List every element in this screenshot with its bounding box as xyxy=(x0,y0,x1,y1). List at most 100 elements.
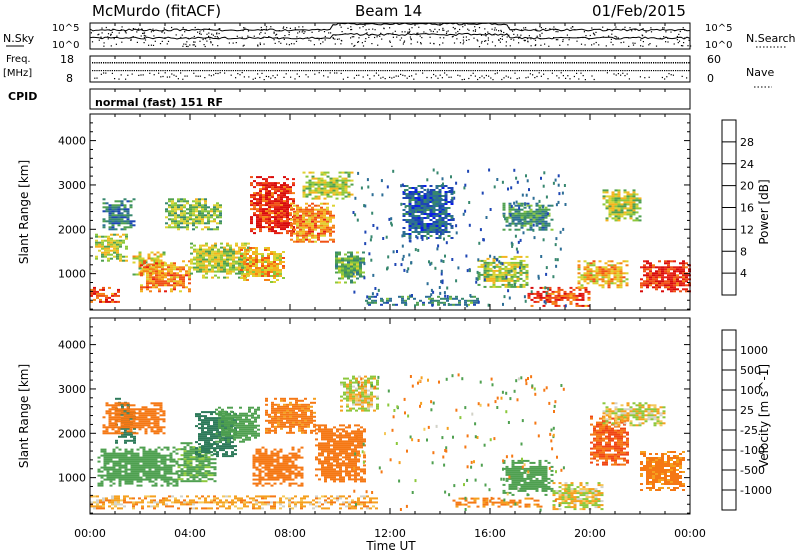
heatmap-cell xyxy=(514,204,518,207)
nsearch-tick-bottom: 10^0 xyxy=(705,40,732,51)
heatmap-cell xyxy=(682,288,685,291)
heatmap-cell xyxy=(122,241,125,244)
nsky-point xyxy=(403,41,405,43)
heatmap-cell xyxy=(667,288,670,291)
heatmap-cell xyxy=(168,200,171,203)
heatmap-cell xyxy=(577,282,581,285)
heatmap-cell xyxy=(173,288,176,291)
heatmap-cell xyxy=(113,233,116,236)
heatmap-cell xyxy=(423,185,427,187)
heatmap-cell xyxy=(124,468,128,471)
heatmap-cell xyxy=(429,199,433,201)
heatmap-cell xyxy=(99,298,102,301)
heatmap-cell xyxy=(202,270,205,273)
freq-point xyxy=(331,62,333,64)
heatmap-cell xyxy=(189,222,192,225)
heatmap-cell xyxy=(270,271,273,273)
heatmap-cell xyxy=(338,269,341,272)
scatter-cell xyxy=(426,236,429,240)
heatmap-cell xyxy=(119,253,122,256)
scatter-cell xyxy=(512,218,515,222)
freq-point xyxy=(107,70,109,72)
freq-point xyxy=(349,62,351,64)
heatmap-cell xyxy=(517,218,521,221)
heatmap-cell xyxy=(577,260,581,263)
heatmap-cell xyxy=(504,273,508,276)
scatter-cell xyxy=(467,169,470,173)
heatmap-cell xyxy=(604,268,608,271)
heatmap-cell xyxy=(632,201,636,204)
nsky-point xyxy=(615,38,617,40)
heatmap-cell xyxy=(447,201,451,203)
nsky-point xyxy=(143,32,145,34)
heatmap-cell xyxy=(195,222,198,225)
heatmap-cell xyxy=(314,234,317,237)
heatmap-cell xyxy=(480,265,484,268)
heatmap-cell xyxy=(95,235,98,238)
freq-point xyxy=(419,70,421,72)
heatmap-cell xyxy=(271,220,274,223)
heatmap-cell xyxy=(673,286,676,289)
heatmap-cell xyxy=(516,265,520,268)
nave-point xyxy=(254,77,256,79)
scatter-cell xyxy=(409,294,412,298)
heatmap-cell xyxy=(190,260,193,263)
heatmap-cell xyxy=(108,216,112,219)
heatmap-cell xyxy=(643,284,646,287)
heatmap-cell xyxy=(109,452,113,455)
heatmap-cell xyxy=(147,253,151,256)
nave-point xyxy=(624,75,626,77)
nsky-point xyxy=(473,37,475,39)
nsky-point xyxy=(631,30,633,32)
nsky-point xyxy=(273,39,275,41)
heatmap-cell xyxy=(646,276,649,279)
freq-point xyxy=(534,62,536,64)
heatmap-cell xyxy=(111,218,115,221)
heatmap-cell xyxy=(216,226,219,229)
heatmap-cell xyxy=(241,262,244,265)
heatmap-cell xyxy=(572,294,576,297)
scatter-cell xyxy=(414,304,416,308)
heatmap-cell xyxy=(289,204,292,207)
nsky-point xyxy=(617,37,619,39)
heatmap-cell xyxy=(525,269,529,272)
heatmap-cell xyxy=(586,262,590,265)
heatmap-cell xyxy=(613,282,617,285)
nsky-point xyxy=(663,27,665,29)
heatmap-cell xyxy=(174,216,177,219)
heatmap-cell xyxy=(268,182,271,185)
nsky-point xyxy=(677,42,679,44)
scatter-cell xyxy=(415,223,418,227)
heatmap-cell xyxy=(607,270,611,273)
heatmap-cell xyxy=(617,189,621,192)
heatmap-cell xyxy=(676,270,679,273)
heatmap-cell xyxy=(502,228,506,231)
heatmap-cell xyxy=(95,243,98,246)
nsky-point xyxy=(477,40,479,42)
heatmap-cell xyxy=(262,214,265,217)
heatmap-cell xyxy=(302,187,306,190)
nsky-point xyxy=(286,27,288,29)
nsky-point xyxy=(186,41,188,43)
heatmap-cell xyxy=(664,282,667,285)
heatmap-cell xyxy=(408,221,412,223)
nsky-point xyxy=(351,28,353,31)
heatmap-cell xyxy=(450,189,454,191)
freq-point xyxy=(417,62,419,64)
freq-point xyxy=(452,70,454,72)
heatmap-cell xyxy=(283,200,286,203)
freq-point xyxy=(254,70,256,72)
heatmap-cell xyxy=(329,185,333,188)
heatmap-cell xyxy=(271,230,274,233)
heatmap-cell xyxy=(124,454,128,457)
heatmap-cell xyxy=(111,292,114,295)
heatmap-cell xyxy=(626,203,630,206)
heatmap-cell xyxy=(223,250,226,253)
heatmap-cell xyxy=(598,270,602,273)
heatmap-cell xyxy=(152,272,155,275)
heatmap-cell xyxy=(667,284,670,287)
freq-point xyxy=(593,62,595,64)
heatmap-cell xyxy=(106,468,110,471)
heatmap-cell xyxy=(109,460,113,463)
heatmap-cell xyxy=(270,263,273,265)
